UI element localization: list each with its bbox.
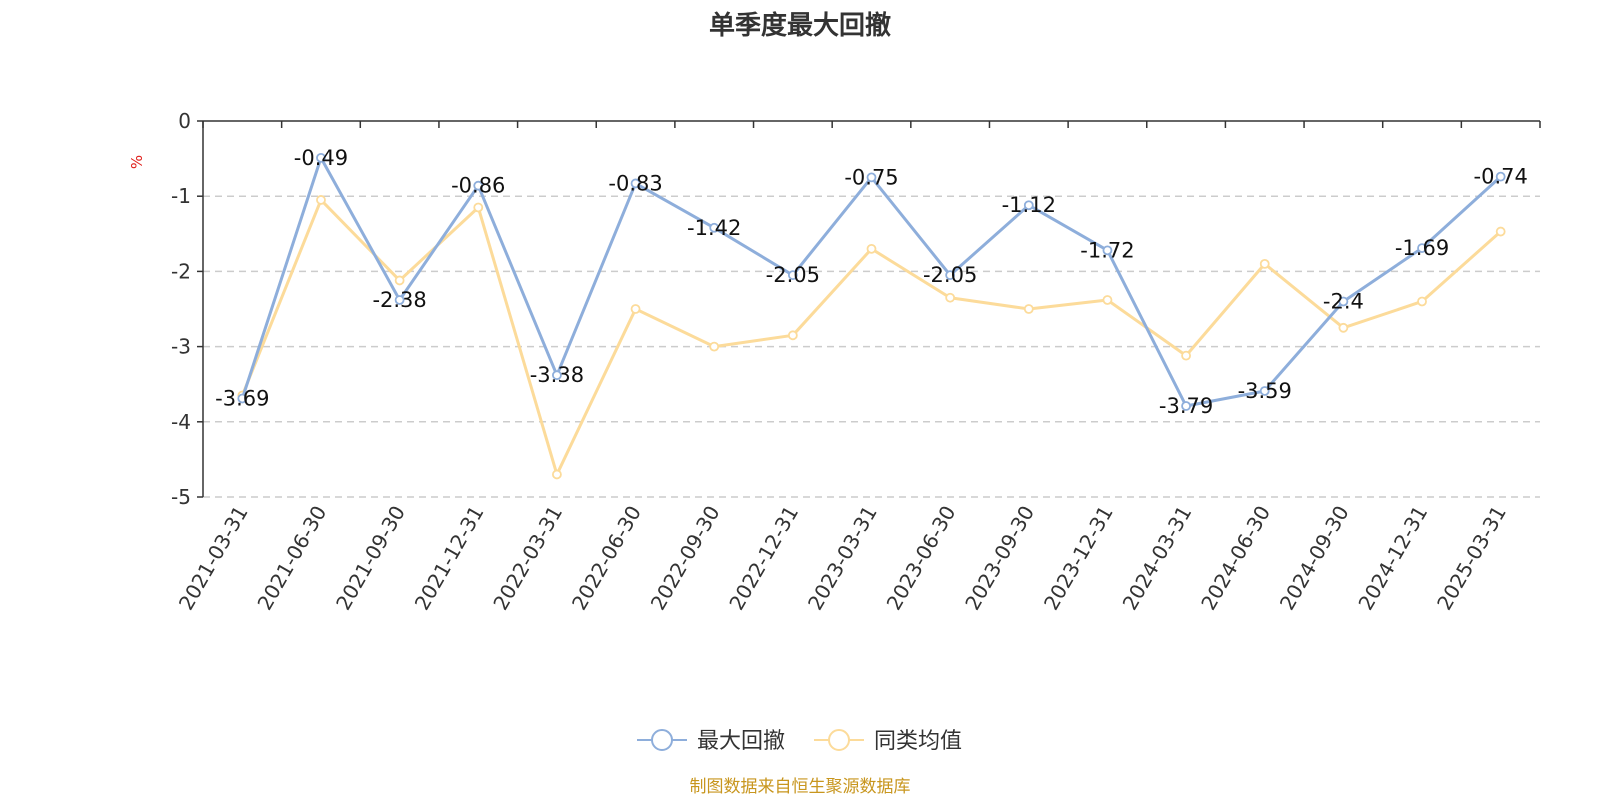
data-point xyxy=(1023,304,1034,314)
data-point xyxy=(866,243,877,254)
x-tick-label: 2021-09-30 xyxy=(331,502,410,615)
data-point xyxy=(709,341,720,352)
data-label: -3.38 xyxy=(530,363,584,387)
y-tick-label: -4 xyxy=(171,410,191,434)
data-labels: -3.69 -0.49 -2.38 -0.86 -3.38 -0.83 -1.42 -2.05… xyxy=(215,146,1528,418)
x-tick-label: 2023-06-30 xyxy=(882,501,961,614)
data-point xyxy=(1338,322,1349,333)
x-tick-label: 2022-03-31 xyxy=(488,502,567,615)
data-label: -3.59 xyxy=(1238,379,1292,403)
chart-title: 单季度最大回撤 xyxy=(709,10,891,41)
data-label: -0.86 xyxy=(451,174,505,198)
x-tick-label: 2021-03-31 xyxy=(174,502,253,615)
y-tick-label: -3 xyxy=(171,335,191,359)
data-point xyxy=(709,222,720,233)
data-point xyxy=(945,292,956,303)
legend-label: 同类均值 xyxy=(874,729,962,754)
x-tick-label: 2024-03-31 xyxy=(1118,502,1197,615)
data-point xyxy=(1259,386,1270,396)
data-point xyxy=(630,304,641,314)
legend-item-1[interactable]: 同类均值 xyxy=(814,729,962,754)
legend-item-0[interactable]: 最大回撤 xyxy=(637,729,785,754)
data-label: -0.83 xyxy=(608,171,662,195)
data-label: -2.4 xyxy=(1323,289,1364,313)
y-tick-label: 0 xyxy=(178,109,191,133)
source-note: 制图数据来自恒生聚源数据库 xyxy=(690,777,911,797)
data-label: -3.69 xyxy=(215,386,269,410)
data-point xyxy=(473,202,484,213)
data-label: -1.72 xyxy=(1080,238,1134,262)
data-point xyxy=(1259,258,1270,269)
data-point xyxy=(1338,296,1349,307)
data-point xyxy=(1495,171,1506,182)
data-point xyxy=(473,180,484,191)
x-tick-label: 2021-06-30 xyxy=(252,502,331,615)
data-label: -1.69 xyxy=(1395,236,1449,260)
data-label: -3.79 xyxy=(1159,394,1213,418)
legend[interactable]: 最大回撤 同类均值 xyxy=(637,729,962,754)
data-point xyxy=(1417,243,1427,253)
data-point xyxy=(552,469,562,480)
data-point xyxy=(316,152,326,163)
data-label: -2.05 xyxy=(923,263,977,287)
x-tick-label: 2022-06-30 xyxy=(567,502,646,615)
x-tick-label: 2023-12-31 xyxy=(1039,502,1118,615)
data-point xyxy=(787,270,798,281)
data-point xyxy=(630,178,641,189)
data-label: -2.38 xyxy=(372,288,426,312)
data-point xyxy=(394,295,405,305)
data-label: -2.05 xyxy=(766,263,820,287)
data-point xyxy=(787,330,798,341)
data-point xyxy=(1181,401,1191,411)
data-label: -0.75 xyxy=(844,165,898,189)
x-tick-label: 2021-12-31 xyxy=(410,502,489,615)
series-layer xyxy=(237,152,1506,480)
data-point xyxy=(237,393,248,404)
x-tick-label: 2022-09-30 xyxy=(646,502,725,615)
x-tick-label: 2023-03-31 xyxy=(803,502,882,615)
data-point xyxy=(316,195,326,205)
x-tick-label: 2025-03-31 xyxy=(1432,502,1511,615)
data-label: -1.42 xyxy=(687,216,741,240)
y-tick-label: -2 xyxy=(171,259,191,283)
data-point xyxy=(1417,296,1427,307)
data-point xyxy=(1023,200,1034,211)
legend-label: 最大回撤 xyxy=(697,729,785,754)
y-tick-label: -1 xyxy=(171,184,191,208)
x-tick-label: 2024-09-30 xyxy=(1275,502,1354,615)
x-tick-label: 2022-12-31 xyxy=(724,502,803,615)
x-tick-label: 2024-06-30 xyxy=(1196,502,1275,615)
data-point xyxy=(1102,245,1113,256)
data-point xyxy=(1495,226,1506,237)
data-point xyxy=(945,270,956,281)
legend-marker xyxy=(651,729,673,751)
data-point xyxy=(1181,350,1191,361)
series-line-0 xyxy=(240,156,1502,408)
data-point xyxy=(394,275,405,286)
data-label: -0.74 xyxy=(1474,165,1528,189)
legend-marker xyxy=(828,729,850,751)
data-point xyxy=(1102,295,1113,305)
y-tick-label: -5 xyxy=(171,485,191,509)
data-point xyxy=(866,172,877,183)
x-tick-label: 2024-12-31 xyxy=(1353,502,1432,615)
data-label: -0.49 xyxy=(294,146,348,170)
x-tick-label: 2023-09-30 xyxy=(960,502,1039,615)
data-point xyxy=(552,370,562,381)
data-label: -1.12 xyxy=(1002,193,1056,217)
grid-lines xyxy=(203,195,1540,498)
y-axis-unit: % xyxy=(128,155,146,169)
